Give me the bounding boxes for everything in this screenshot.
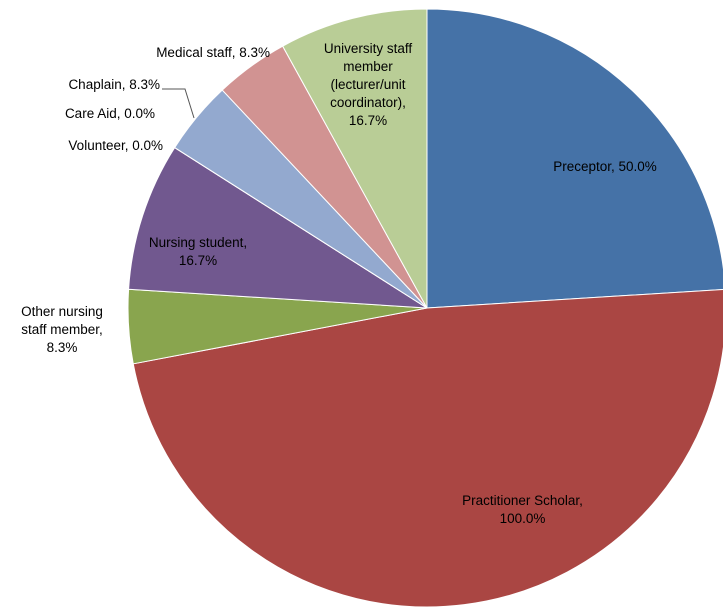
data-label: Preceptor, 50.0%	[553, 159, 657, 174]
pie-slice	[281, 8, 428, 309]
pie-slice	[132, 288, 723, 608]
data-label: Nursing student, 16.7%	[148, 235, 248, 268]
pie-slice	[426, 8, 723, 309]
data-label: University staff member (lecturer/unit c…	[323, 41, 413, 128]
data-label: Practitioner Scholar, 100.0%	[462, 493, 583, 526]
leader-line	[162, 88, 195, 119]
data-label: Volunteer, 0.0%	[68, 138, 163, 153]
data-label: Chaplain, 8.3%	[68, 77, 160, 92]
data-label: Other nursing staff member, 8.3%	[21, 304, 103, 355]
pie-slice	[128, 146, 428, 309]
data-label: Medical staff, 8.3%	[156, 45, 270, 60]
data-label: Care Aid, 0.0%	[64, 106, 155, 121]
